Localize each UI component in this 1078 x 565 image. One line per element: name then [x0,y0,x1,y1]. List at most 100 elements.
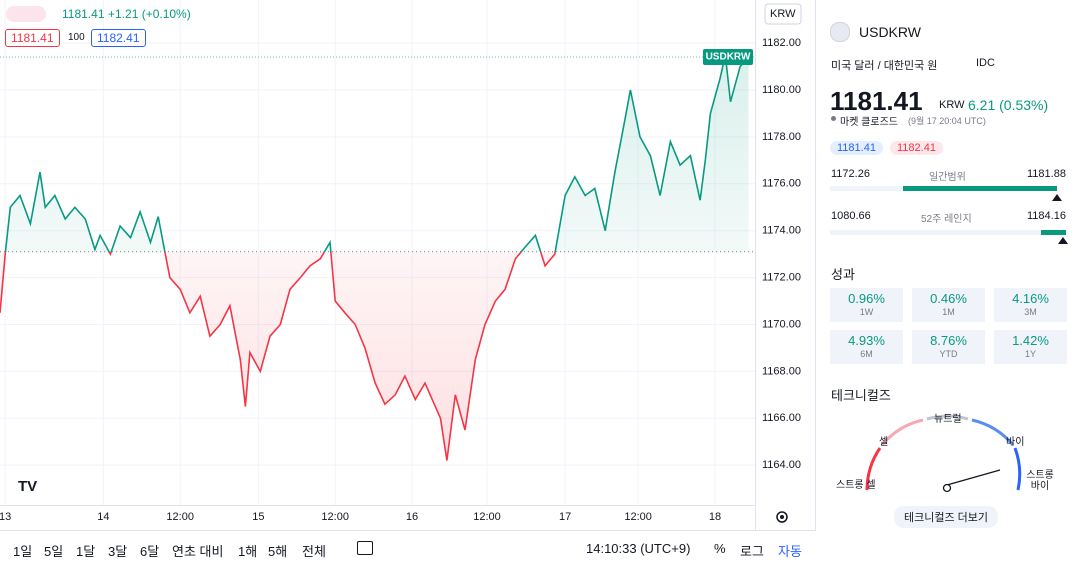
panel-ask: 1182.41 [890,141,943,155]
legend-ask[interactable]: 1182.41 [91,29,146,47]
x-tick-label: 13 [0,511,11,523]
price: 1181.41 [830,86,923,116]
status-dot [831,116,836,121]
performance-value: 0.46% [930,291,967,306]
technicals-title: 테크니컬즈 [831,388,891,403]
y-tick-label: 1168.00 [762,365,801,377]
symbol[interactable]: USDKRW [859,24,921,40]
y-tick-label: 1178.00 [762,131,801,143]
legend-icon[interactable] [6,6,46,22]
gauge-arc [926,414,969,421]
legend-bid[interactable]: 1181.41 [5,29,60,47]
performance-tile[interactable]: 8.76% YTD [912,330,985,364]
market-status: 마켓 클로즈드 [840,117,898,128]
chart: KRW TV 1164.00 1166.00 1168.00 1170.00 1172.… [0,0,816,530]
performance-period: 6M [860,349,873,359]
range-button[interactable]: 1달 [76,544,96,559]
range-button[interactable]: 3달 [108,544,128,559]
x-tick-label: 12:00 [624,511,652,523]
performance-period: 3M [1024,307,1037,317]
week52-marker [1058,237,1068,244]
date-range-icon[interactable] [357,541,373,555]
performance-value: 4.93% [848,333,885,348]
gauge-arc [971,418,1015,446]
y-tick-label: 1180.00 [762,84,801,96]
y-tick-label: 1166.00 [762,412,801,424]
gauge-arc [880,418,924,446]
range-button[interactable]: 5해 [268,544,288,559]
technicals-button[interactable]: 테크니컬즈 더보기 [894,506,999,528]
series-tag-label: USDKRW [706,52,751,63]
gauge-sell: 셀 [879,437,889,448]
range-button[interactable]: 1일 [13,544,33,559]
gauge-neutral: 뉴트럴 [934,414,962,425]
legend-change: +1.21 (+0.10%) [108,7,191,21]
panel-bid: 1181.41 [830,141,883,155]
range-button[interactable]: 전체 [302,544,326,559]
performance-value: 4.16% [1012,291,1049,306]
currency-label[interactable]: KRW [770,8,796,20]
x-tick-label: 14 [97,511,109,523]
gauge-pivot [942,483,952,493]
day-range-fill [903,186,1057,191]
range-button[interactable]: 6달 [140,544,160,559]
currency-button[interactable] [764,3,802,25]
auto-toggle[interactable]: 자동 [778,544,802,559]
price-change: 6.21 (0.53%) [968,97,1049,113]
performance-period: 1M [942,307,955,317]
performance-tile[interactable]: 1.42% 1Y [994,330,1067,364]
performance-period: 1W [859,307,874,317]
legend-last: 1181.41 [62,7,105,21]
y-tick-label: 1164.00 [762,459,801,471]
toolbar-border [0,530,816,531]
x-tick-label: 17 [559,511,571,523]
range-button[interactable]: 1해 [238,544,258,559]
settings-icon[interactable] [776,511,788,523]
price-line [0,54,750,461]
flag-icon [830,22,850,42]
y-tick-label: 1170.00 [762,318,801,330]
x-tick-label: 18 [709,511,721,523]
range-button[interactable]: 연초 대비 [172,544,224,559]
gauge-buy: 바이 [1006,437,1025,448]
week52-label: 52주 레인지 [921,214,972,225]
source: IDC [976,57,995,69]
day-range-marker [1052,194,1062,201]
performance-tile[interactable]: 0.96% 1W [830,288,903,322]
price-currency: KRW [939,99,965,111]
y-tick-label: 1182.00 [762,37,801,49]
performance-tile[interactable]: 4.16% 3M [994,288,1067,322]
log-toggle[interactable]: 로그 [740,544,764,559]
gauge-strong-buy: 스트롱 바이 [1026,470,1054,492]
x-tick-label: 12:00 [473,511,501,523]
day-range-label: 일간범위 [929,172,966,183]
gauge-arc [865,447,882,491]
percent-toggle[interactable]: % [714,541,726,556]
x-tick-label: 15 [252,511,264,523]
x-tick-label: 12:00 [166,511,194,523]
x-tick-label: 16 [406,511,418,523]
range-button[interactable]: 5일 [44,544,64,559]
series-tag [703,48,753,65]
y-tick-label: 1172.00 [762,271,801,283]
performance-title: 성과 [831,267,855,282]
gauge-strong-sell: 스트롱 셀 [836,480,876,491]
status-time: (9월 17 20:04 UTC) [908,116,986,126]
logo: TV [18,478,37,495]
week52-track [830,230,1066,235]
week52-low: 1080.66 [831,210,871,222]
performance-value: 0.96% [848,291,885,306]
performance-value: 1.42% [1012,333,1049,348]
gauge-arc [1013,447,1022,491]
performance-tile[interactable]: 4.93% 6M [830,330,903,364]
day-low: 1172.26 [831,168,870,180]
performance-period: YTD [939,349,958,359]
day-high: 1181.88 [1027,168,1066,180]
performance-value: 8.76% [930,333,967,348]
week52-fill [1041,230,1066,235]
baseline-area [0,54,749,461]
performance-period: 1Y [1024,349,1036,359]
clock: 14:10:33 (UTC+9) [586,541,691,556]
performance-tile[interactable]: 0.46% 1M [912,288,985,322]
